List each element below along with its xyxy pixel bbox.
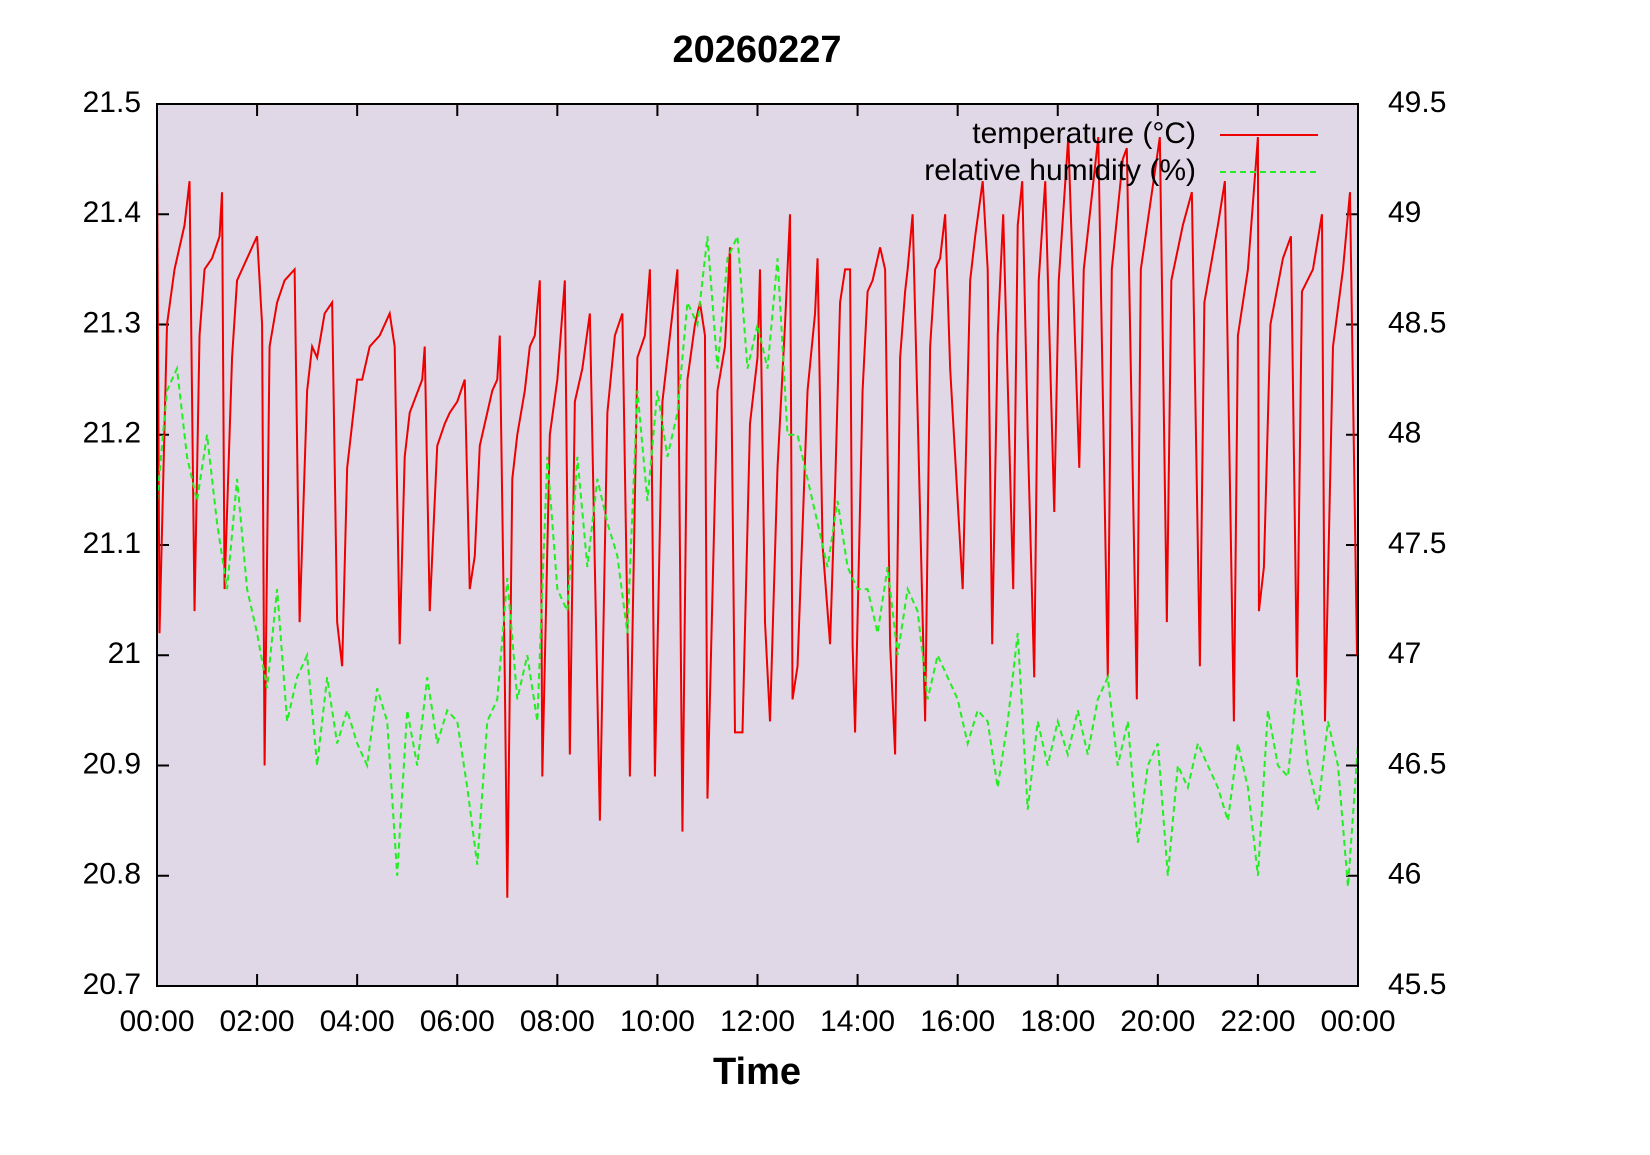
y2-tick-label: 49.5 <box>1388 86 1446 119</box>
x-tick-label: 08:00 <box>520 1005 595 1038</box>
y-tick-label: 21.3 <box>83 306 141 339</box>
x-tick-label: 20:00 <box>1120 1005 1195 1038</box>
x-tick-label: 06:00 <box>420 1005 495 1038</box>
y-tick-label: 20.8 <box>83 858 141 891</box>
data-line <box>156 235 1359 887</box>
x-tick-label: 02:00 <box>220 1005 295 1038</box>
y2-tick-label: 46.5 <box>1388 747 1446 780</box>
x-tick-label: 18:00 <box>1020 1005 1095 1038</box>
y2-tick-label: 48 <box>1388 417 1421 450</box>
x-tick-label: 00:00 <box>119 1005 194 1038</box>
y-tick-label: 21.2 <box>83 417 141 450</box>
y-tick-label: 21.4 <box>83 196 141 229</box>
y2-tick-label: 46 <box>1388 858 1421 891</box>
plot-background <box>157 104 1358 986</box>
y2-tick-label: 48.5 <box>1388 306 1446 339</box>
x-tick-label: 16:00 <box>920 1005 995 1038</box>
x-tick-label: 14:00 <box>820 1005 895 1038</box>
x-tick-label: 04:00 <box>320 1005 395 1038</box>
data-line <box>156 136 1358 898</box>
y-tick-label: 21.5 <box>83 86 141 119</box>
plot-frame <box>156 103 1359 987</box>
x-tick-label: 10:00 <box>620 1005 695 1038</box>
y-tick-label: 20.7 <box>83 968 141 1001</box>
y-tick-label: 21.1 <box>83 527 141 560</box>
legend-label: temperature (°C) <box>972 117 1196 150</box>
chart-title: 20260227 <box>672 29 841 71</box>
x-tick-label: 00:00 <box>1320 1005 1395 1038</box>
legend-label: relative humidity (%) <box>924 154 1196 187</box>
y2-tick-label: 49 <box>1388 196 1421 229</box>
x-axis-label: Time <box>713 1051 801 1093</box>
x-tick-label: 12:00 <box>720 1005 795 1038</box>
y-tick-label: 21 <box>108 637 141 670</box>
y-tick-label: 20.9 <box>83 747 141 780</box>
x-tick-label: 22:00 <box>1220 1005 1295 1038</box>
y2-tick-label: 45.5 <box>1388 968 1446 1001</box>
y2-tick-label: 47 <box>1388 637 1421 670</box>
y2-tick-label: 47.5 <box>1388 527 1446 560</box>
